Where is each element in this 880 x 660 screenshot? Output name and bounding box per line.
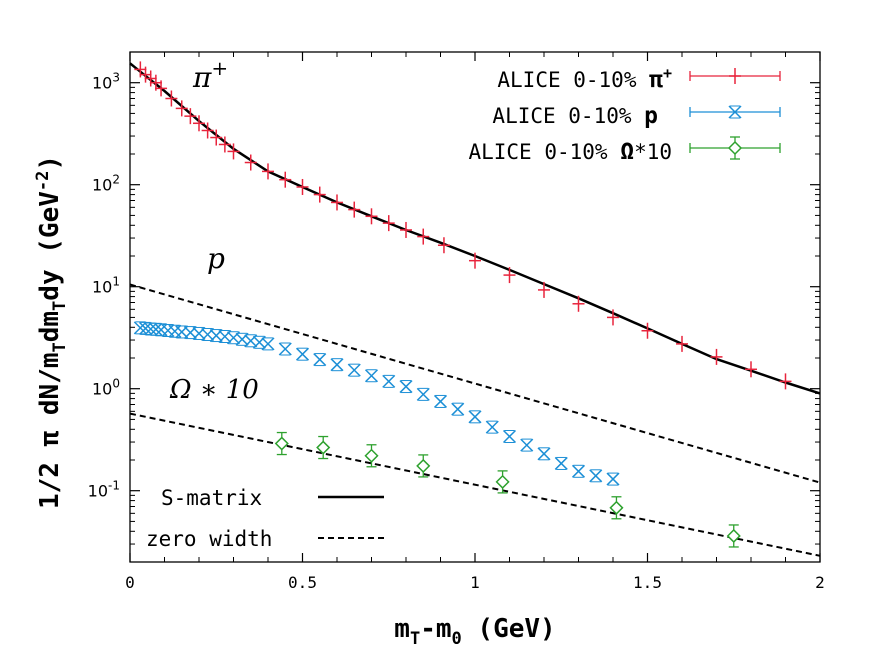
y-tick-label: 10-1 <box>88 479 120 501</box>
x-axis-title: mT-m0 (GeV) <box>394 614 555 649</box>
data-point-cross <box>313 353 327 367</box>
axis-ticks: 0 0.5 1 1.5 2 10-1 100 101 102 103 <box>88 51 825 592</box>
data-point-cross <box>554 456 568 470</box>
data-point-cross <box>416 387 430 401</box>
legend-label-pi: ALICE 0-10% π+ <box>497 64 672 93</box>
data-point-diamond <box>495 470 510 494</box>
data-point-cross <box>502 429 517 444</box>
y-tick-label: 102 <box>92 173 120 195</box>
legend-sample-marker <box>727 136 743 160</box>
data-point-plus <box>348 201 361 218</box>
y-tick-label: 100 <box>92 377 120 399</box>
data-point-cross <box>347 363 361 377</box>
data-point-diamond <box>316 435 331 460</box>
data-point-plus <box>417 228 430 245</box>
data-point-cross <box>278 342 292 356</box>
data-point-cross <box>520 438 534 452</box>
data-point-diamond <box>364 444 379 468</box>
annotation-proton: p <box>207 242 225 275</box>
data-point-plus <box>210 129 223 146</box>
y-tick-label: 101 <box>92 275 120 297</box>
data-point-cross <box>451 402 465 416</box>
data-point-plus <box>710 348 723 365</box>
data-point-plus <box>165 90 178 107</box>
data-point-cross <box>571 464 586 478</box>
data-point-plus <box>279 171 292 188</box>
data-point-plus <box>607 309 619 326</box>
data-point-cross <box>133 321 147 335</box>
x-tick-label: 2 <box>815 573 825 592</box>
annotation-pi-plus: π+ <box>192 56 228 94</box>
x-tick-label: 1 <box>470 573 480 592</box>
data-point-plus <box>400 221 412 238</box>
data-point-plus <box>437 237 450 254</box>
y-axis-title: 1/2 π dN/mTdmTdy (GeV-2) <box>33 155 70 509</box>
model-curves <box>129 62 821 557</box>
data-point-cross <box>261 337 275 351</box>
legend-label-p: ALICE 0-10% p <box>492 103 658 129</box>
data-point-diamond <box>416 454 431 478</box>
data-points <box>133 61 792 548</box>
x-tick-label: 1.5 <box>633 573 662 592</box>
annotation-omega: Ω ∗ 10 <box>169 375 259 405</box>
data-point-plus <box>676 335 688 352</box>
data-point-plus <box>572 295 585 312</box>
data-point-plus <box>503 267 516 284</box>
data-point-plus <box>218 136 231 153</box>
data-point-cross <box>537 447 551 461</box>
legend-sample-marker <box>728 105 742 119</box>
data-point-cross <box>433 394 448 408</box>
data-point-plus <box>469 252 481 269</box>
legend-samples <box>689 68 781 160</box>
data-point-cross <box>606 472 620 486</box>
data-point-plus <box>155 80 168 97</box>
data-point-plus <box>193 115 205 132</box>
data-point-plus <box>538 281 550 298</box>
data-point-cross <box>468 410 482 424</box>
data-point-plus <box>331 194 343 211</box>
data-point-diamond <box>609 496 624 520</box>
x-tick-label: 0.5 <box>288 573 317 592</box>
data-point-cross <box>295 347 310 361</box>
data-point-plus <box>184 108 197 125</box>
legend-sample-marker <box>729 68 741 84</box>
data-point-plus <box>382 215 395 232</box>
data-point-plus <box>144 70 157 87</box>
data-point-plus <box>365 208 378 225</box>
legend: ALICE 0-10% π+ ALICE 0-10% p ALICE 0-10%… <box>146 64 781 551</box>
data-point-plus <box>175 100 188 117</box>
data-point-cross <box>589 469 603 483</box>
y-tick-label: 103 <box>92 71 120 93</box>
data-point-cross <box>485 420 499 434</box>
data-point-diamond <box>726 524 741 548</box>
x-tick-label: 0 <box>125 573 135 592</box>
legend-line-label-smatrix: S-matrix <box>161 486 262 510</box>
data-point-plus <box>313 186 326 203</box>
data-point-plus <box>296 178 309 195</box>
data-point-diamond <box>274 431 289 456</box>
data-point-cross <box>209 329 223 343</box>
data-point-plus <box>262 163 274 180</box>
data-point-cross <box>330 358 344 372</box>
curve-zero-width-10- <box>129 412 821 557</box>
data-point-cross <box>382 374 396 388</box>
legend-label-omega: ALICE 0-10% Ω*10 <box>468 139 672 165</box>
data-point-cross <box>364 369 379 383</box>
data-point-cross <box>399 380 413 394</box>
legend-line-label-zero-width: zero width <box>146 527 272 551</box>
data-point-plus <box>244 154 257 171</box>
data-point-plus <box>641 322 654 339</box>
data-point-plus <box>139 66 152 83</box>
data-point-plus <box>201 122 214 139</box>
data-point-plus <box>745 361 757 378</box>
data-point-plus <box>227 143 240 160</box>
data-point-plus <box>779 373 792 390</box>
